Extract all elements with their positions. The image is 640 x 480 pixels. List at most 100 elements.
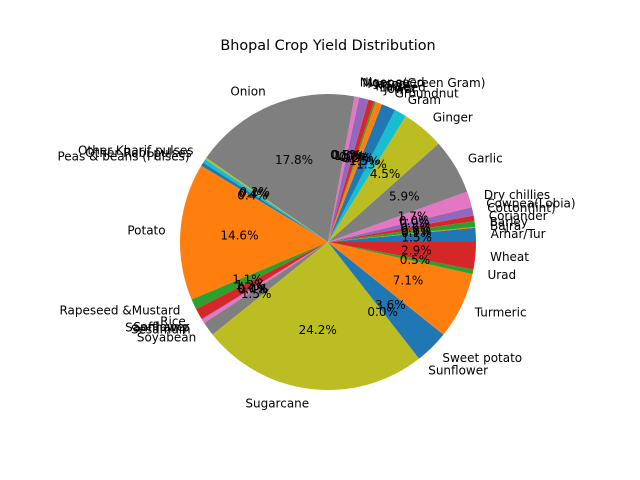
percent-label-maize: 0.6% bbox=[339, 150, 370, 164]
pie-slice-sugarcane bbox=[212, 242, 420, 391]
percent-label-linseed: 0.2% bbox=[341, 151, 372, 165]
percent-label-other-rabi-pulses: 0.4% bbox=[238, 186, 269, 200]
percent-label-masoor: 1.0% bbox=[334, 149, 365, 163]
percent-label-coriander: 0.6% bbox=[400, 221, 431, 235]
category-label-rice: Rice bbox=[160, 314, 186, 328]
category-label-cowpea-lobia: Cowpea(Lobia) bbox=[486, 197, 575, 211]
percent-label-wheat: 2.9% bbox=[401, 243, 432, 257]
pie-slice-coriander bbox=[328, 215, 475, 242]
category-label-sunflower: Sunflower bbox=[428, 363, 488, 377]
pie-slice-linseed bbox=[328, 101, 376, 242]
pie-slice-gram bbox=[328, 110, 406, 242]
category-label-peas-beans-pulses: Peas & beans (Pulses) bbox=[57, 149, 189, 163]
category-label-other-kharif-pulses: Other Kharif pulses bbox=[78, 143, 193, 157]
category-label-garlic: Garlic bbox=[468, 152, 503, 166]
pie-slice-masoor bbox=[328, 97, 369, 242]
percent-label-sugarcane: 24.2% bbox=[299, 323, 337, 337]
pie-slice-cotton-lint bbox=[328, 207, 474, 242]
category-label-wheat: Wheat bbox=[490, 250, 529, 264]
percent-label-sesamum: 0.4% bbox=[238, 283, 269, 297]
pie-slice-peas-beans-pulses bbox=[201, 162, 328, 242]
category-label-ginger: Ginger bbox=[433, 110, 473, 124]
pie-slice-rice bbox=[196, 242, 328, 319]
pie-slice-turmeric bbox=[328, 242, 473, 335]
pie-slice-potato bbox=[179, 165, 328, 300]
percent-label-niger-seed: 0.5% bbox=[330, 148, 361, 162]
pie-slice-arhar-tur bbox=[328, 227, 476, 242]
pie-slice-other-rabi-pulses bbox=[203, 159, 328, 242]
category-label-masoor: Masoor bbox=[367, 77, 411, 91]
percent-label-potato: 14.6% bbox=[220, 229, 258, 243]
percent-label-ginger: 4.5% bbox=[370, 167, 401, 181]
percent-label-jowar: 0.7% bbox=[343, 152, 374, 166]
percent-label-dry-chillies: 1.7% bbox=[398, 209, 429, 223]
category-label-sweet-potato: Sweet potato bbox=[442, 351, 522, 365]
category-label-coriander: Coriander bbox=[489, 209, 548, 223]
category-label-potato: Potato bbox=[127, 223, 165, 237]
category-label-soyabean: Soyabean bbox=[137, 331, 196, 345]
pie-slice-sesamum bbox=[202, 242, 328, 324]
category-label-linseed: Linseed bbox=[380, 81, 426, 95]
category-label-cotton-lint: Cotton(lint) bbox=[487, 201, 555, 215]
pie-slice-ginger bbox=[328, 116, 439, 242]
percent-label-garlic: 5.9% bbox=[389, 190, 420, 204]
category-label-niger-seed: Niger seed bbox=[360, 75, 425, 89]
category-label-sesamum: Sesamum bbox=[131, 322, 191, 336]
percent-label-soyabean: 1.5% bbox=[241, 287, 272, 301]
category-label-groundnut: Groundnut bbox=[395, 86, 459, 100]
category-label-onion: Onion bbox=[230, 85, 265, 99]
category-label-gram: Gram bbox=[408, 93, 441, 107]
percent-label-rapeseed-mustard: 1.1% bbox=[232, 272, 263, 286]
pie-slice-rapeseed-mustard bbox=[191, 242, 328, 310]
percent-label-arhar-tur: 1.5% bbox=[401, 231, 432, 245]
category-label-dry-chillies: Dry chillies bbox=[484, 188, 550, 202]
pie-slice-bajra bbox=[328, 226, 476, 242]
percent-label-sannhamp: 0.0% bbox=[237, 282, 268, 296]
percent-label-peas-beans-pulses: 0.4% bbox=[237, 188, 268, 202]
pie-slice-niger-seed bbox=[328, 96, 360, 243]
pie-slice-safflower bbox=[201, 242, 328, 320]
pie-slice-maize bbox=[328, 99, 374, 242]
category-label-bajra: Bajra bbox=[490, 219, 521, 233]
category-label-urad: Urad bbox=[487, 268, 516, 282]
category-label-turmeric: Turmeric bbox=[474, 305, 527, 319]
percent-labels: 1.5%0.1%0.6%0.6%0.9%0.0%1.7%5.9%4.5%1.3%… bbox=[220, 148, 432, 337]
category-label-jowar: Jowar bbox=[383, 82, 417, 96]
pie-slices bbox=[179, 94, 477, 391]
category-label-safflower: Safflower bbox=[133, 320, 189, 334]
pie-slice-onion bbox=[206, 94, 355, 242]
percent-label-sweet-potato: 3.6% bbox=[375, 298, 406, 312]
pie-slice-wheat bbox=[328, 242, 477, 270]
pie-slice-sweet-potato bbox=[328, 242, 444, 359]
pie-slice-barley bbox=[328, 221, 476, 242]
pie-slice-groundnut bbox=[328, 104, 396, 242]
percent-label-safflower: 0.1% bbox=[237, 281, 268, 295]
category-label-arhar-tur: Arhar/Tur bbox=[491, 227, 546, 241]
percent-label-other-kharif-pulses: 0.2% bbox=[239, 185, 270, 199]
pie-slice-jowar bbox=[328, 101, 382, 242]
percent-label-bajra: 0.1% bbox=[401, 226, 432, 240]
pie-slice-other-kharif-pulses bbox=[205, 157, 328, 242]
category-label-maize: Maize bbox=[376, 79, 411, 93]
chart-title: Bhopal Crop Yield Distribution bbox=[220, 38, 435, 54]
percent-label-urad: 0.5% bbox=[400, 253, 431, 267]
percent-label-moong-green-gram: 0.0% bbox=[331, 148, 362, 162]
percent-label-turmeric: 7.1% bbox=[393, 273, 424, 287]
category-label-sannhamp: Sannhamp bbox=[125, 321, 189, 335]
percent-label-gram: 1.3% bbox=[356, 158, 387, 172]
percent-label-groundnut: 1.5% bbox=[349, 154, 380, 168]
category-label-sugarcane: Sugarcane bbox=[245, 397, 309, 411]
pie-slice-urad bbox=[328, 242, 474, 275]
pie-slice-garlic bbox=[328, 143, 468, 242]
percent-label-rice: 1.2% bbox=[235, 278, 266, 292]
percent-label-cowpea-lobia: 0.0% bbox=[399, 214, 430, 228]
pie-slice-dry-chillies bbox=[328, 191, 472, 242]
category-label-rapeseed-mustard: Rapeseed &Mustard bbox=[59, 304, 180, 318]
percent-label-cotton-lint: 0.9% bbox=[400, 217, 431, 231]
pie-slice-soyabean bbox=[204, 242, 328, 335]
percent-label-barley: 0.6% bbox=[401, 224, 432, 238]
category-label-other-rabi-pulses: Other Rabi pulses bbox=[85, 146, 192, 160]
percent-label-onion: 17.8% bbox=[275, 153, 313, 167]
